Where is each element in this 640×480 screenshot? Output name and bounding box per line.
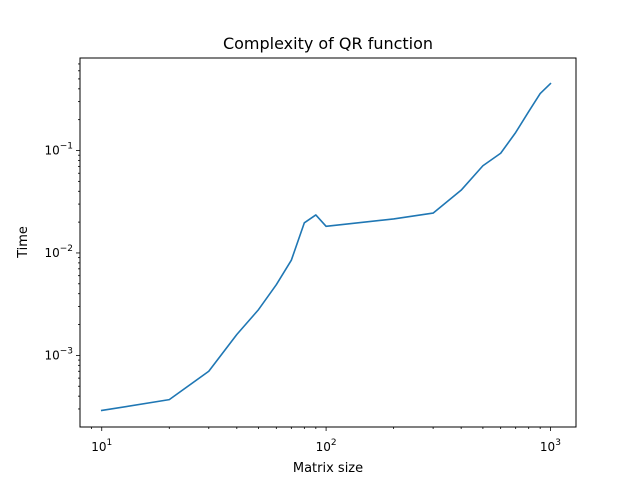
major-ticks [76, 150, 551, 431]
x-axis-label: Matrix size [293, 461, 363, 476]
series-line [100, 82, 552, 412]
x-tick-label: 103 [540, 438, 561, 454]
y-tick-label: 10−1 [44, 142, 73, 158]
chart-title: Complexity of QR function [223, 34, 433, 53]
x-tick-label: 101 [91, 438, 112, 454]
y-tick-label: 10−3 [44, 346, 73, 362]
minor-ticks [78, 63, 541, 429]
tick-labels: 101 102 103 10−3 10−2 10−1 [44, 142, 561, 454]
x-tick-label: 102 [316, 438, 337, 454]
y-axis-label: Time [16, 226, 31, 259]
y-tick-label: 10−2 [44, 244, 73, 260]
plot-frame [79, 57, 577, 428]
